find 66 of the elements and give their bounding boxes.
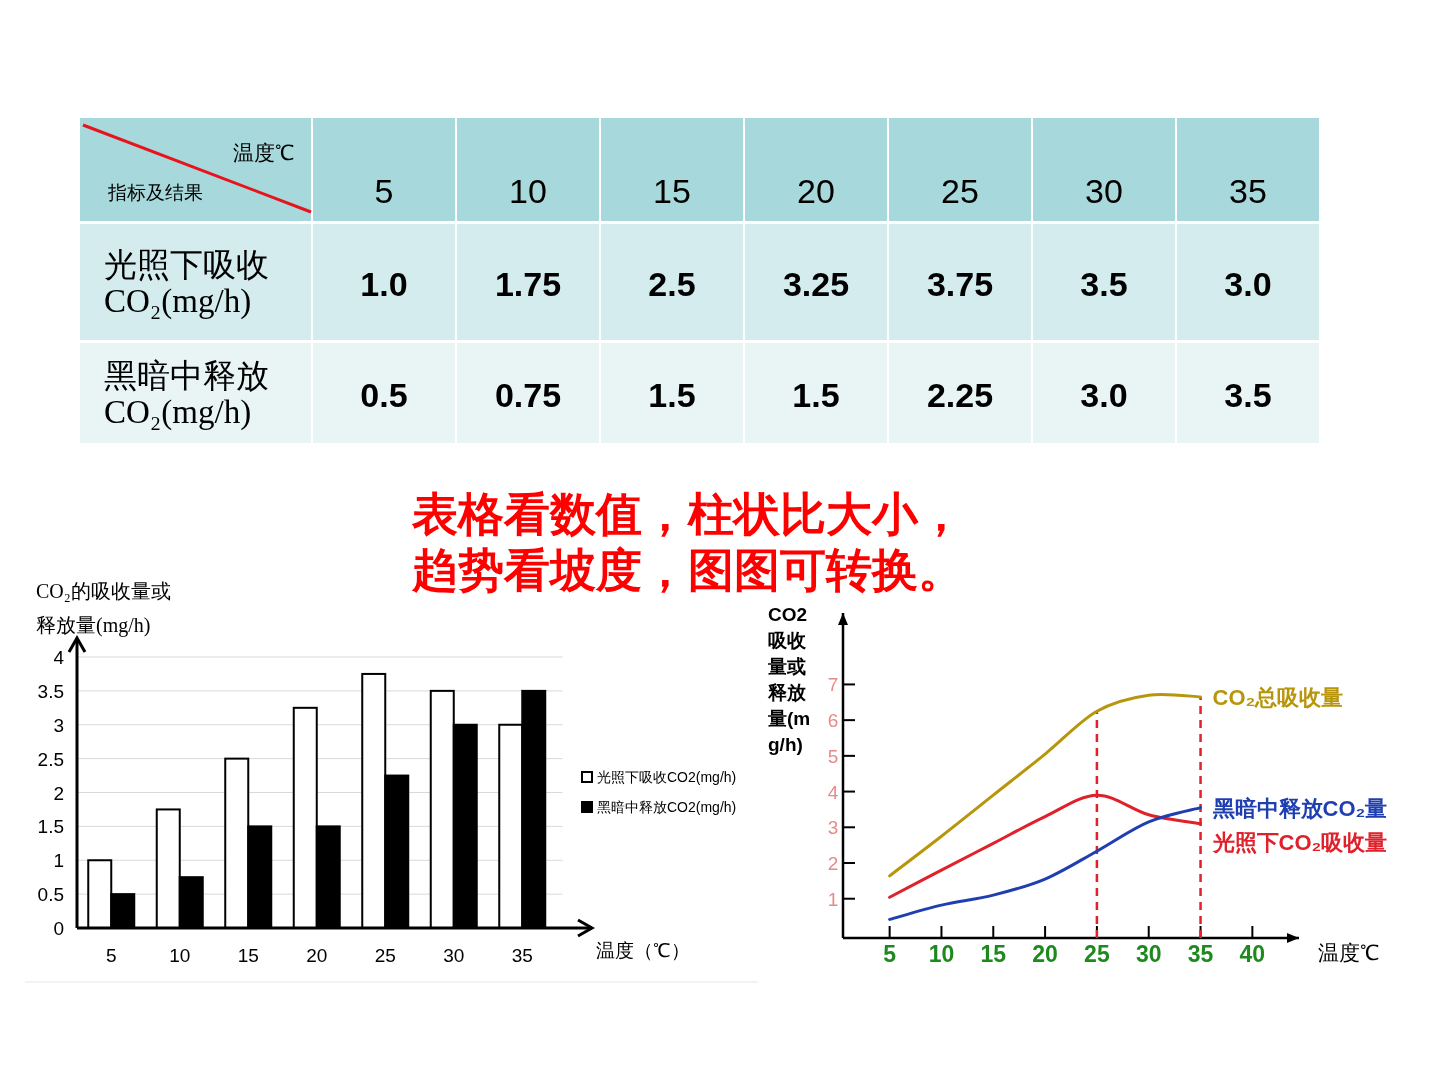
x-axis-title: 温度℃ xyxy=(1318,941,1379,964)
data-label: 0.75 xyxy=(494,375,562,414)
data-label: 1.0 xyxy=(360,264,408,303)
x-tick-label: 25 xyxy=(941,172,979,210)
y-tick-label: 光照下吸收CO₂(mg/h) xyxy=(104,246,269,320)
x-tick-label: 35 xyxy=(1187,941,1214,967)
series-label: CO₂总吸收量 xyxy=(1212,684,1344,710)
y-tick-label: 5 xyxy=(827,745,839,767)
x-tick-label: 15 xyxy=(980,941,1007,967)
x-axis-title: 温度（℃） xyxy=(596,940,690,961)
data-label: 2.25 xyxy=(926,375,994,414)
x-tick-label: 20 xyxy=(1032,941,1058,967)
series-label: 黑暗中释放CO₂量 xyxy=(1211,795,1388,821)
x-tick-label: 25 xyxy=(1084,941,1110,967)
y-tick-label: 2 xyxy=(827,853,839,874)
x-tick-label: 20 xyxy=(306,945,328,966)
x-tick-label: 30 xyxy=(1135,941,1162,967)
data-label: 2.5 xyxy=(648,264,696,303)
y-tick-label: 黑暗中释放CO₂(mg/h) xyxy=(104,357,269,431)
data-label: 3.0 xyxy=(1080,375,1128,414)
y-tick-label: 2 xyxy=(53,782,64,804)
legend-label: 黑暗中释放CO2(mg/h) xyxy=(597,799,737,815)
x-tick-label: 20 xyxy=(797,172,835,210)
y-tick-label: 3 xyxy=(827,817,839,839)
data-label: 3.5 xyxy=(1224,375,1272,414)
x-tick-label: 10 xyxy=(509,172,547,210)
x-tick-label: 35 xyxy=(511,945,533,966)
line-series xyxy=(888,692,1203,878)
y-tick-label: 0.5 xyxy=(37,884,64,906)
y-axis-title: 指标及结果 xyxy=(107,182,203,203)
line-series xyxy=(888,806,1203,921)
data-label: 3.0 xyxy=(1224,264,1272,303)
x-tick-label: 5 xyxy=(374,172,394,210)
y-tick-label: 3 xyxy=(53,714,64,736)
data-label: 3.25 xyxy=(782,264,850,303)
data-label: 1.5 xyxy=(648,375,696,414)
data-label: 0.5 xyxy=(360,375,408,414)
y-tick-label: 3.5 xyxy=(37,680,64,702)
data-label: 3.75 xyxy=(926,264,994,303)
x-tick-label: 10 xyxy=(169,945,191,966)
y-axis-title: CO₂的吸收量或释放量(mg/h) xyxy=(36,580,171,637)
y-tick-label: 1 xyxy=(827,888,839,910)
y-tick-label: 6 xyxy=(827,710,839,732)
y-tick-label: 7 xyxy=(827,674,839,696)
y-tick-label: 1.5 xyxy=(37,816,64,838)
x-tick-label: 5 xyxy=(883,941,897,967)
y-tick-label: 2.5 xyxy=(37,748,64,770)
x-tick-label: 10 xyxy=(928,941,955,967)
data-label: 3.5 xyxy=(1080,264,1128,303)
x-tick-label: 15 xyxy=(237,945,259,966)
series-label: 光照下CO₂吸收量 xyxy=(1211,829,1388,855)
y-tick-label: 1 xyxy=(53,850,64,872)
x-tick-label: 35 xyxy=(1229,172,1267,210)
x-tick-label: 15 xyxy=(653,172,691,210)
x-tick-label: 25 xyxy=(374,945,396,966)
x-tick-label: 30 xyxy=(443,945,465,966)
y-axis-title: CO2吸收量或释放量(mg/h) xyxy=(767,604,811,755)
x-tick-label: 30 xyxy=(1085,172,1123,210)
legend-label: 光照下吸收CO2(mg/h) xyxy=(597,769,737,785)
x-axis-title: 温度℃ xyxy=(233,141,294,164)
data-label: 1.75 xyxy=(494,264,562,303)
y-tick-label: 0 xyxy=(53,918,64,939)
x-tick-label: 40 xyxy=(1239,941,1266,967)
y-tick-label: 4 xyxy=(53,647,65,668)
text: 表格看数值，柱状比大小，趋势看坡度，图图可转换。 xyxy=(411,489,964,596)
y-tick-label: 4 xyxy=(827,781,839,803)
